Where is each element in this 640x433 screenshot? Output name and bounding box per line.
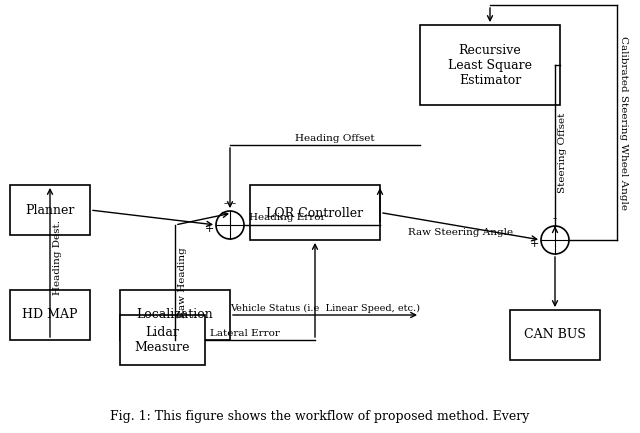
Text: Localization: Localization [136, 308, 213, 321]
Text: Heading Offset: Heading Offset [295, 134, 375, 143]
Text: Recursive
Least Square
Estimator: Recursive Least Square Estimator [448, 43, 532, 87]
Text: Calibrated Steering Wheel Angle: Calibrated Steering Wheel Angle [619, 36, 628, 210]
Bar [510, 310, 600, 360]
Bar [10, 290, 90, 340]
Text: Heading Dest.: Heading Dest. [53, 220, 62, 295]
Text: Lateral Error: Lateral Error [210, 329, 280, 338]
Circle shape [216, 211, 244, 239]
Bar [250, 185, 380, 240]
Text: Raw Heading: Raw Heading [178, 247, 187, 318]
Bar [420, 25, 560, 105]
Text: Steering Offset: Steering Offset [558, 112, 567, 193]
Text: +: + [205, 224, 214, 234]
Bar [10, 185, 90, 235]
Text: Raw Steering Angle: Raw Steering Angle [408, 228, 513, 237]
Text: Heading Error: Heading Error [249, 213, 326, 222]
Text: -: - [232, 197, 236, 210]
Text: -: - [553, 212, 557, 225]
Text: +: + [530, 239, 539, 249]
Text: Planner: Planner [26, 204, 75, 216]
Bar [120, 315, 205, 365]
Text: LQR Controller: LQR Controller [266, 206, 364, 219]
Text: HD MAP: HD MAP [22, 308, 77, 321]
Text: CAN BUS: CAN BUS [524, 329, 586, 342]
Text: Fig. 1: This figure shows the workflow of proposed method. Every: Fig. 1: This figure shows the workflow o… [110, 410, 530, 423]
Text: -: - [224, 197, 228, 210]
Text: Vehicle Status (i.e  Linear Speed, etc.): Vehicle Status (i.e Linear Speed, etc.) [230, 304, 420, 313]
Circle shape [541, 226, 569, 254]
Text: Lidar
Measure: Lidar Measure [135, 326, 190, 354]
Bar [120, 290, 230, 340]
